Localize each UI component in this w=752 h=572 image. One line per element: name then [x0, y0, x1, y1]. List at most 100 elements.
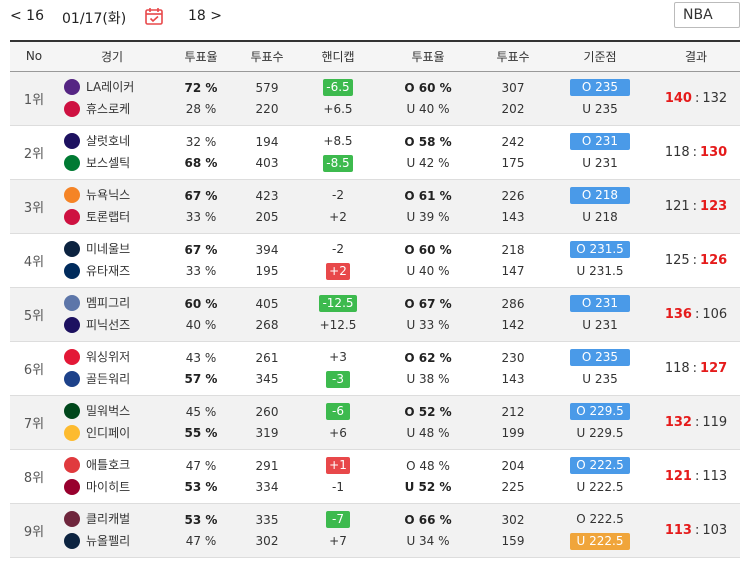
- table-row[interactable]: 2위 샬럿호네 보스셀틱 32 % 68 % 194 403 +8.5 -8.5 O 58 % U …: [10, 125, 740, 179]
- rank-cell: 1위: [23, 92, 45, 108]
- home-team[interactable]: 미네울브: [64, 241, 130, 258]
- under-vote-rate: U 40 %: [406, 101, 450, 116]
- away-vote-count: 195: [255, 263, 279, 278]
- away-vote-rate: 53 %: [184, 479, 218, 494]
- away-handicap: +2: [326, 262, 350, 280]
- under-vote-rate: U 33 %: [406, 317, 450, 332]
- table-row[interactable]: 5위 멤피그리 피닉선즈 60 % 40 % 405 268 -12.5 +12.5 O 67 %…: [10, 287, 740, 341]
- away-team-name: 인디페이: [86, 426, 131, 440]
- away-team[interactable]: 뉴올펠리: [64, 533, 130, 550]
- home-handicap: -7: [326, 510, 350, 528]
- over-vote-count: 302: [501, 512, 525, 527]
- table-row[interactable]: 1위 LA레이커 휴스로케 72 % 28 % 579 220 -6.5 +6.5 O 60 % U…: [10, 71, 740, 125]
- score-separator: :: [692, 252, 698, 268]
- over-vote-rate: O 52 %: [404, 404, 452, 419]
- result-cell: 113:103: [652, 503, 740, 557]
- over-vote-count: 218: [501, 242, 525, 257]
- header-ou-vote-count: 투표수: [496, 49, 530, 64]
- home-team[interactable]: 워싱위저: [64, 349, 130, 366]
- home-vote-rate: 60 %: [184, 296, 218, 311]
- away-vote-count: 268: [255, 317, 279, 332]
- table-row[interactable]: 7위 밀워벅스 인디페이 45 % 55 % 260 319 -6 +6 O 52 % U 48 %…: [10, 395, 740, 449]
- home-team-name: 멤피그리: [86, 296, 131, 310]
- home-team-name: 뉴욕닉스: [86, 188, 131, 202]
- table-row[interactable]: 3위 뉴욕닉스 토론랩터 67 % 33 % 423 205 -2 +2 O 61 % U 39 %…: [10, 179, 740, 233]
- next-day-link[interactable]: 18 >: [188, 8, 222, 24]
- away-handicap: -3: [326, 370, 350, 388]
- home-team[interactable]: 멤피그리: [64, 295, 130, 312]
- result-cell: 121:113: [652, 449, 740, 503]
- score-separator: :: [692, 144, 698, 160]
- over-vote-count: 307: [501, 80, 525, 95]
- score-separator: :: [694, 522, 700, 538]
- score-separator: :: [694, 90, 700, 106]
- table-row[interactable]: 9위 클리캐벌 뉴올펠리 53 % 47 % 335 302 -7 +7 O 66 % U 34 %…: [10, 503, 740, 557]
- table-row[interactable]: 4위 미네울브 유타재즈 67 % 33 % 394 195 -2 +2 O 60 % U 40 %…: [10, 233, 740, 287]
- over-vote-rate: O 60 %: [404, 242, 452, 257]
- away-vote-rate: 33 %: [185, 209, 217, 224]
- home-vote-count: 579: [255, 80, 279, 95]
- home-team[interactable]: 샬럿호네: [64, 133, 130, 150]
- home-vote-count: 261: [255, 350, 279, 365]
- date-navigation: < 16 01/17(화) 18 > NBA: [0, 0, 752, 36]
- header-game: 경기: [100, 49, 124, 64]
- home-team[interactable]: 클리캐벌: [64, 511, 130, 528]
- home-score: 136: [664, 306, 692, 322]
- over-vote-count: 242: [501, 134, 525, 149]
- under-base-point: U 231: [582, 317, 618, 332]
- home-handicap: +8.5: [323, 133, 353, 148]
- calendar-icon[interactable]: [144, 6, 164, 26]
- under-vote-count: 143: [501, 371, 525, 386]
- rank-cell: 5위: [23, 308, 45, 324]
- current-date: 01/17(화): [62, 11, 127, 27]
- away-team[interactable]: 골든워리: [64, 371, 130, 388]
- away-team[interactable]: 인디페이: [64, 425, 130, 442]
- prev-day-link[interactable]: < 16: [10, 8, 44, 24]
- away-team[interactable]: 토론랩터: [64, 209, 130, 226]
- home-team[interactable]: 애틀호크: [64, 457, 130, 474]
- home-vote-count: 291: [255, 458, 279, 473]
- home-vote-count: 423: [255, 188, 279, 203]
- rank-cell: 7위: [23, 416, 45, 432]
- away-vote-rate: 55 %: [184, 425, 218, 440]
- away-team[interactable]: 보스셀틱: [64, 155, 130, 172]
- away-vote-rate: 40 %: [185, 317, 217, 332]
- home-vote-count: 405: [255, 296, 279, 311]
- away-team[interactable]: 마이히트: [64, 479, 130, 496]
- away-vote-rate: 47 %: [185, 533, 217, 548]
- home-score: 121: [664, 198, 690, 214]
- away-vote-rate: 57 %: [184, 371, 218, 386]
- away-handicap: +12.5: [319, 317, 357, 332]
- over-vote-rate: O 66 %: [404, 512, 452, 527]
- away-team-name: 피닉선즈: [86, 318, 131, 332]
- away-team[interactable]: 휴스로케: [64, 101, 130, 118]
- home-team[interactable]: 밀워벅스: [64, 403, 130, 420]
- table-row[interactable]: 8위 애틀호크 마이히트 47 % 53 % 291 334 +1 -1 O 48 % U 52 %…: [10, 449, 740, 503]
- over-vote-count: 226: [501, 188, 525, 203]
- under-base-point: U 235: [582, 101, 618, 116]
- over-base-point: O 235: [570, 348, 630, 366]
- home-vote-count: 260: [255, 404, 279, 419]
- home-handicap: -12.5: [319, 294, 357, 312]
- home-team-name: 미네울브: [86, 242, 131, 256]
- over-vote-count: 204: [501, 458, 525, 473]
- away-team[interactable]: 피닉선즈: [64, 317, 130, 334]
- team-logo-icon: [64, 403, 80, 419]
- table-row[interactable]: 6위 워싱위저 골든워리 43 % 57 % 261 345 +3 -3 O 62 % U 38 %…: [10, 341, 740, 395]
- home-team[interactable]: 뉴욕닉스: [64, 187, 130, 204]
- away-handicap: +7: [329, 533, 347, 548]
- home-vote-rate: 67 %: [184, 188, 218, 203]
- away-vote-count: 302: [255, 533, 279, 548]
- team-logo-icon: [64, 209, 80, 225]
- table-header-row: No 경기 투표율 투표수 핸디캡 투표율 투표수 기준점 결과: [10, 41, 740, 71]
- team-logo-icon: [64, 479, 80, 495]
- under-vote-rate: U 40 %: [406, 263, 450, 278]
- league-select[interactable]: NBA: [674, 2, 740, 28]
- home-team[interactable]: LA레이커: [64, 79, 134, 96]
- away-vote-count: 345: [255, 371, 279, 386]
- home-score: 140: [664, 90, 692, 106]
- home-handicap: -6: [326, 402, 350, 420]
- away-team[interactable]: 유타재즈: [64, 263, 130, 280]
- result-cell: 121:123: [652, 179, 740, 233]
- home-vote-rate: 43 %: [185, 350, 217, 365]
